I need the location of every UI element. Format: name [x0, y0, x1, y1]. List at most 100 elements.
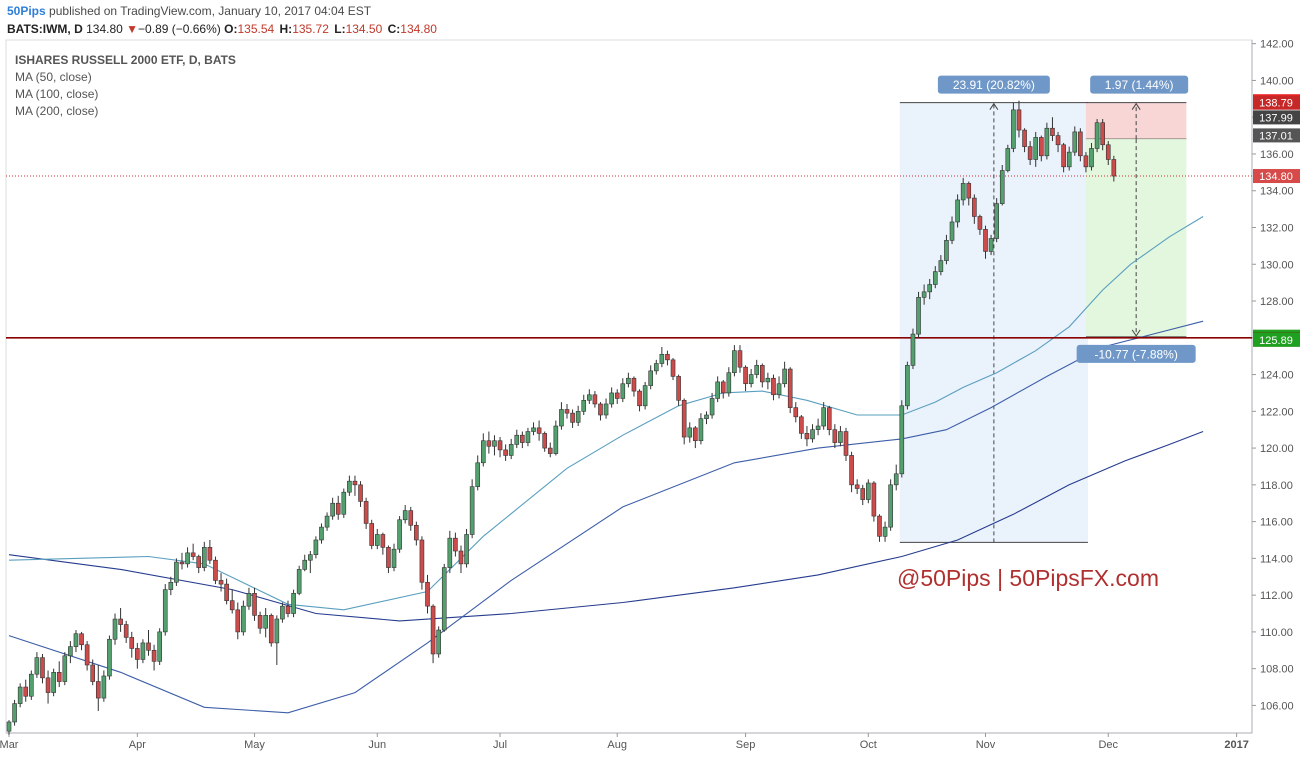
- candle-body: [62, 655, 68, 682]
- candle-body: [520, 434, 525, 443]
- candle-body: [525, 431, 531, 443]
- candle-body: [358, 484, 363, 502]
- price-tick-label: 122.00: [1260, 406, 1294, 418]
- candle: [352, 475, 358, 496]
- candle-body: [391, 548, 397, 568]
- candle-body: [1100, 122, 1105, 146]
- arrow-down-icon: [1131, 329, 1141, 337]
- candle: [955, 194, 960, 228]
- legend-item-ma50[interactable]: MA (50, close): [15, 70, 92, 84]
- candle: [670, 358, 676, 381]
- candle-body: [29, 673, 34, 697]
- candle: [681, 398, 687, 445]
- candle-body: [927, 284, 933, 293]
- candle-body: [414, 524, 419, 541]
- candle: [391, 543, 397, 572]
- candle-body: [832, 429, 838, 443]
- candle: [285, 600, 291, 618]
- publisher-link[interactable]: 50Pips: [7, 4, 46, 18]
- candle: [202, 541, 207, 572]
- candle-body: [1083, 155, 1089, 168]
- candle-body: [458, 550, 464, 565]
- candle-body: [687, 427, 693, 438]
- candle-body: [162, 589, 168, 633]
- candle-body: [977, 216, 983, 230]
- time-tick-label: Dec: [1098, 739, 1118, 751]
- candle: [475, 455, 481, 491]
- candle-body: [854, 484, 860, 489]
- candle-body: [821, 407, 826, 427]
- candle-body: [179, 561, 185, 565]
- candle-body: [983, 229, 988, 252]
- open-label: O:: [224, 22, 238, 36]
- candle: [274, 615, 280, 665]
- candle: [196, 554, 202, 574]
- candle: [23, 679, 29, 702]
- candle: [732, 345, 737, 377]
- candle-body: [1072, 131, 1078, 153]
- candle: [157, 628, 162, 665]
- price-tick-label: 120.00: [1260, 443, 1294, 455]
- candle-body: [486, 440, 492, 447]
- candle-body: [380, 534, 386, 548]
- legend-item-ma100[interactable]: MA (100, close): [15, 87, 99, 101]
- candle-body: [497, 440, 503, 451]
- candle-body: [475, 462, 481, 487]
- candle: [330, 497, 335, 520]
- candle-body: [592, 394, 598, 405]
- candle: [665, 350, 670, 366]
- candle: [480, 433, 486, 467]
- candle-body: [1061, 144, 1066, 168]
- candle-body: [1005, 148, 1011, 171]
- candle: [162, 584, 168, 636]
- candle-body: [84, 644, 90, 666]
- candle: [776, 376, 782, 399]
- candle: [324, 512, 330, 531]
- candle: [581, 394, 587, 415]
- candle-body: [1022, 129, 1027, 147]
- candle: [414, 521, 419, 546]
- candle: [17, 683, 23, 708]
- price-tick-label: 136.00: [1260, 149, 1294, 161]
- candle: [185, 547, 190, 568]
- time-tick-label: Mar: [0, 739, 19, 751]
- candle: [1100, 119, 1105, 151]
- candle: [469, 479, 475, 539]
- candle: [871, 481, 877, 522]
- legend-item-ma200[interactable]: MA (200, close): [15, 104, 99, 118]
- arrow-up-icon: [989, 102, 999, 110]
- candle-body: [676, 376, 681, 401]
- candle: [1044, 122, 1050, 160]
- candle-body: [79, 633, 84, 646]
- candle: [765, 372, 771, 390]
- candle: [34, 652, 40, 678]
- candle-body: [335, 502, 341, 515]
- candle: [363, 497, 369, 529]
- candle-body: [196, 556, 202, 568]
- candle: [1083, 152, 1089, 173]
- candle-body: [698, 418, 704, 442]
- candle-body: [776, 383, 782, 396]
- candle: [514, 429, 520, 449]
- candle: [430, 604, 436, 664]
- candle: [575, 405, 581, 427]
- candle: [129, 631, 135, 658]
- price-tick-label: 124.00: [1260, 370, 1294, 382]
- candle-body: [932, 271, 938, 285]
- candle: [832, 424, 838, 449]
- candle: [564, 403, 570, 419]
- publish-header: 50Pips published on TradingView.com, Jan…: [7, 4, 371, 18]
- close-label: C:: [387, 22, 401, 36]
- price-badge-label: 138.79: [1259, 98, 1293, 110]
- candle-body: [6, 721, 12, 732]
- candle-body: [45, 677, 51, 693]
- candle-body: [905, 365, 910, 407]
- candle-body: [882, 526, 888, 537]
- time-tick-label: May: [244, 739, 265, 751]
- candle: [12, 699, 17, 726]
- candle: [938, 255, 944, 276]
- candle-body: [754, 365, 760, 375]
- candle-body: [665, 354, 670, 361]
- ohlc-header: BATS:IWM, D 134.80 ▼−0.89 (−0.66%) O:135…: [7, 22, 439, 36]
